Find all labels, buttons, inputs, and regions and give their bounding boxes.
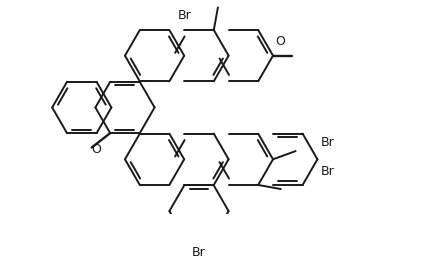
Text: Br: Br bbox=[320, 165, 334, 178]
Text: O: O bbox=[91, 143, 101, 156]
Text: Br: Br bbox=[320, 135, 334, 149]
Text: Br: Br bbox=[177, 9, 191, 22]
Text: O: O bbox=[274, 35, 284, 48]
Text: Br: Br bbox=[192, 246, 205, 258]
